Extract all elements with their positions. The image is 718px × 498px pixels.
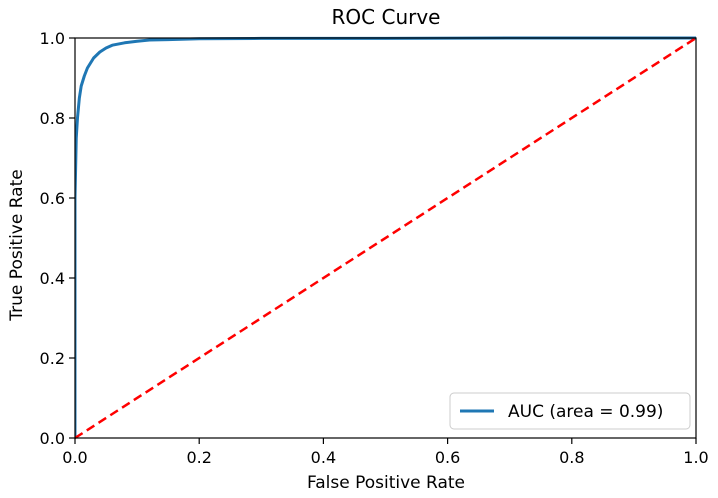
- legend-box: [449, 392, 691, 430]
- y-axis-title: True Positive Rate: [7, 169, 27, 321]
- y-tick-label: 0.2: [40, 349, 65, 368]
- y-tick-label: 0.8: [40, 109, 65, 128]
- x-tick-label: 0.4: [311, 448, 336, 467]
- legend-label: AUC (area = 0.99): [508, 402, 663, 422]
- ticks: 0.0 0.2 0.4 0.6 0.8 1.0 0.0 0.2 0.4 0.6 0.8 1.0: [40, 29, 709, 467]
- axes-frame: [74, 37, 697, 439]
- axes: [74, 37, 697, 439]
- x-tick-label: 0.2: [186, 448, 211, 467]
- x-tick-label: 0.0: [62, 448, 87, 467]
- y-tick-label: 0.6: [40, 189, 65, 208]
- x-tick-label: 0.8: [559, 448, 584, 467]
- x-tick-label: 0.6: [435, 448, 460, 467]
- y-tick-label: 0.4: [40, 269, 65, 288]
- y-tick-label: 1.0: [40, 29, 65, 48]
- chart-title: ROC Curve: [332, 5, 441, 29]
- plot-area: [75, 36, 697, 440]
- x-axis-title: False Positive Rate: [307, 473, 465, 493]
- y-tick-label: 0.0: [40, 429, 65, 448]
- x-tick-label: 1.0: [683, 448, 708, 467]
- legend: AUC (area = 0.99): [449, 392, 691, 430]
- series-line-chance: [75, 36, 697, 440]
